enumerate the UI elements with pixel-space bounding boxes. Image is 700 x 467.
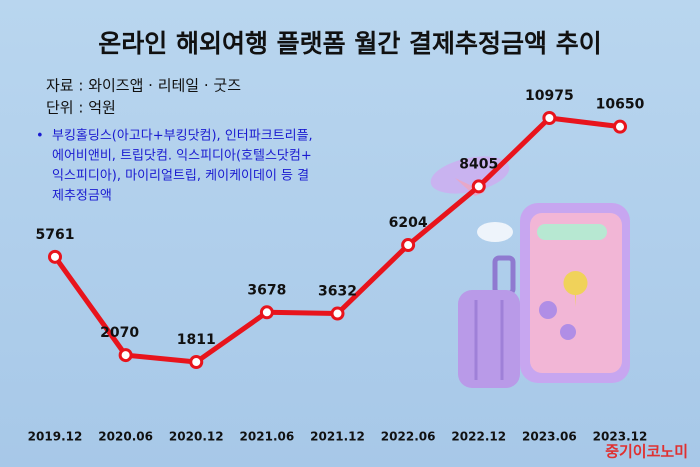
x-tick-label: 2020.06: [98, 430, 153, 444]
x-tick-label: 2021.06: [240, 430, 295, 444]
note-line: 익스피디아), 마이리얼트립, 케이케이데이 등 결: [52, 169, 309, 184]
marker: [401, 238, 416, 253]
x-tick-label: 2023.12: [593, 430, 648, 444]
chart-title: 온라인 해외여행 플랫폼 월간 결제추정금액 추이: [98, 29, 602, 58]
value-label: 5761: [36, 227, 75, 243]
marker: [330, 306, 345, 321]
note-line: 부킹홀딩스(아고다+부킹닷컴), 인터파크트리플,: [52, 129, 313, 144]
value-label: 1811: [177, 332, 216, 348]
x-tick-label: 2020.12: [169, 430, 224, 444]
x-tick-label: 2022.12: [451, 430, 506, 444]
value-label: 8405: [459, 156, 498, 172]
value-label: 3632: [318, 284, 357, 300]
x-tick-label: 2019.12: [28, 430, 83, 444]
x-tick-label: 2023.06: [522, 430, 577, 444]
value-label: 10650: [596, 97, 645, 113]
marker: [48, 249, 62, 264]
value-label: 6204: [389, 215, 428, 231]
marker: [189, 355, 204, 369]
x-tick-label: 2022.06: [381, 430, 436, 444]
marker: [118, 348, 133, 363]
unit: 단위 : 억원: [46, 99, 116, 117]
value-label: 10975: [525, 88, 574, 104]
marker: [259, 305, 274, 320]
x-tick-label: 2021.12: [310, 430, 365, 444]
note-bullet: •: [36, 129, 44, 144]
source: 자료 : 와이즈앱 · 리테일 · 굿즈: [46, 77, 241, 95]
note-line: 제추정금액: [52, 189, 112, 204]
watermark: 중기이코노미: [605, 443, 688, 461]
marker: [613, 119, 627, 134]
marker: [542, 111, 557, 125]
note-line: 에어비앤비, 트립닷컴. 익스피디아(호텔스닷컴+: [52, 149, 312, 164]
value-label: 3678: [247, 282, 286, 298]
value-label: 2070: [100, 325, 139, 341]
marker: [471, 179, 486, 194]
illustration: [430, 156, 630, 388]
